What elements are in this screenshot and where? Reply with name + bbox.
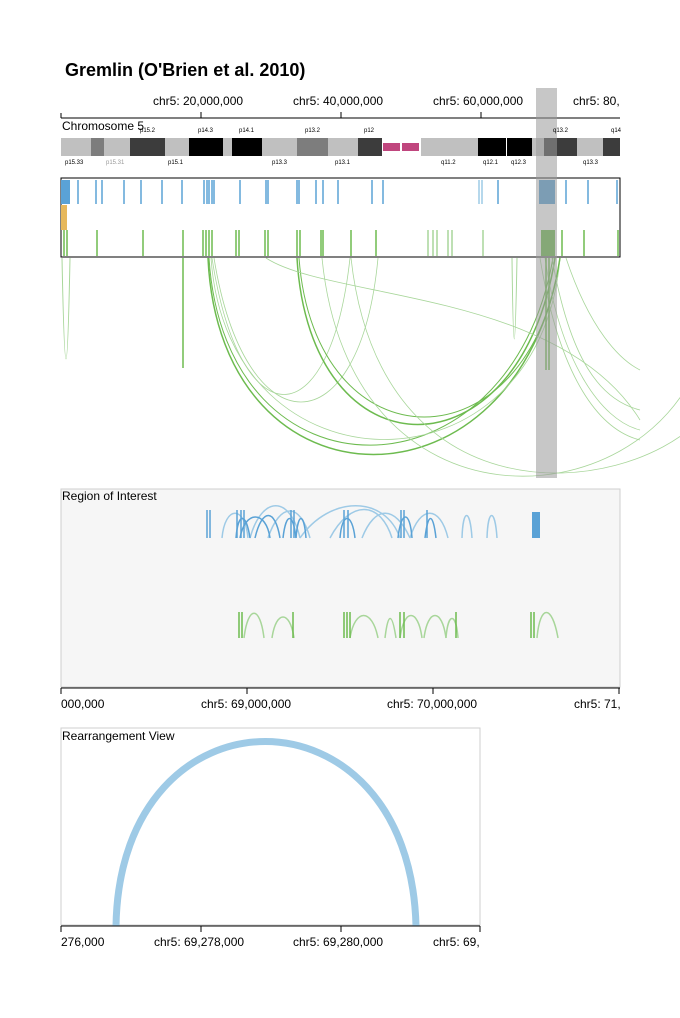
- band-label: p15.2: [140, 128, 156, 134]
- band-label: p14.3: [198, 128, 214, 134]
- rearrangement-tick-label: chr5: 69,280,000: [293, 935, 384, 949]
- band-label: p14.1: [239, 128, 255, 134]
- chromosome-panel-label: Chromosome 5: [62, 119, 145, 133]
- rearrangement-arc[interactable]: [112, 738, 420, 927]
- region-panel-label: Region of Interest: [62, 489, 157, 503]
- rearrangement-tick-label: chr5: 69,: [433, 935, 480, 949]
- overview-tick-label: chr5: 60,000,000: [433, 94, 524, 108]
- band-label: p13.2: [305, 128, 321, 134]
- band-label: q12.1: [483, 160, 499, 166]
- region-tick-label: chr5: 71,: [574, 697, 621, 711]
- band-label: q13.3: [583, 160, 599, 166]
- band-label: p12: [364, 128, 375, 134]
- band-label: q14: [611, 128, 622, 134]
- overview-tick-label: chr5: 40,000,000: [293, 94, 384, 108]
- overview-tick-label: chr5: 20,000,000: [153, 94, 244, 108]
- band-label: p15.1: [168, 160, 184, 166]
- overview-axis: [60, 112, 620, 119]
- band-label: p15.33: [65, 160, 84, 166]
- page-title: Gremlin (O'Brien et al. 2010): [65, 60, 306, 80]
- overview-tick-label: chr5: 80,: [573, 94, 620, 108]
- region-green-arcs: [238, 612, 559, 639]
- orange-track: [61, 205, 67, 230]
- region-blue-arcs: [206, 505, 540, 539]
- rearrangement-tick-label: 276,000: [61, 935, 105, 949]
- region-tick-label: chr5: 69,000,000: [201, 697, 292, 711]
- band-label: q13.2: [553, 128, 569, 134]
- blue-track: [61, 180, 618, 204]
- chromosome-ideogram[interactable]: [61, 138, 620, 156]
- selection-brush[interactable]: [536, 88, 557, 478]
- rearrangement-panel-label: Rearrangement View: [62, 729, 175, 743]
- green-track: [63, 230, 619, 256]
- band-label: q12.3: [511, 160, 527, 166]
- band-label: p13.1: [335, 160, 351, 166]
- rearrangement-tick-label: chr5: 69,278,000: [154, 935, 245, 949]
- overview-arcs: [61, 257, 680, 477]
- band-label: p15.31: [106, 160, 125, 166]
- region-tick-label: chr5: 70,000,000: [387, 697, 478, 711]
- region-axis: [60, 687, 620, 694]
- band-label: q11.2: [441, 160, 456, 166]
- region-tick-label: 000,000: [61, 697, 105, 711]
- band-label: p13.3: [272, 160, 288, 166]
- rearrangement-axis: [60, 925, 481, 932]
